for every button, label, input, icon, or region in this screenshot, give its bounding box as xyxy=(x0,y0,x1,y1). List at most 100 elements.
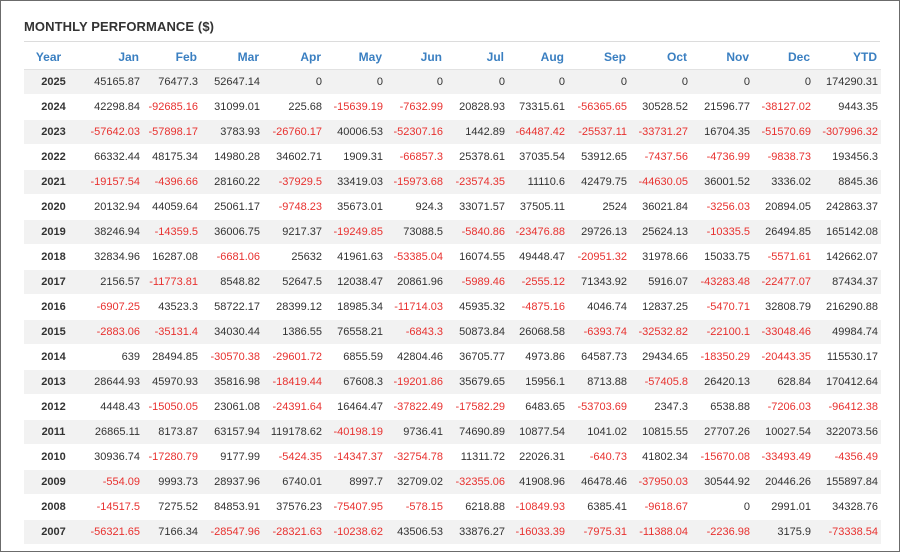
value-cell: -18350.29 xyxy=(691,344,753,370)
value-cell: -23574.35 xyxy=(446,169,508,195)
value-cell: 53912.65 xyxy=(568,144,630,170)
value-cell: 45970.93 xyxy=(143,369,201,395)
table-row: 2022 66332.44 48175.34 14980.28 34602.71 1909… xyxy=(24,144,881,170)
value-cell: 30544.92 xyxy=(691,469,753,495)
value-cell: -7206.03 xyxy=(753,394,814,420)
value-cell: 35673.01 xyxy=(325,194,386,220)
value-cell: -28321.63 xyxy=(263,519,325,544)
value-cell: 28937.96 xyxy=(201,469,263,495)
year-cell: 2022 xyxy=(24,144,73,170)
value-cell: -32754.78 xyxy=(386,444,446,470)
table-row: 2024 42298.84 -92685.16 31099.01 225.68 -1563… xyxy=(24,94,881,120)
year-cell: 2018 xyxy=(24,244,73,270)
value-cell: 155897.84 xyxy=(814,469,881,495)
value-cell: -9748.23 xyxy=(263,194,325,220)
value-cell: -15670.08 xyxy=(691,444,753,470)
value-cell: -66857.3 xyxy=(386,144,446,170)
value-cell: 16074.55 xyxy=(446,244,508,270)
value-cell: 216290.88 xyxy=(814,294,881,320)
value-cell: 12837.25 xyxy=(630,294,691,320)
value-cell: 6483.65 xyxy=(508,394,568,420)
value-cell: -92685.16 xyxy=(143,94,201,120)
value-cell: 7166.34 xyxy=(143,519,201,544)
table-row: 2025 45165.87 76477.3 52647.14 0 0 0 0 0 0 0 0 0 1742… xyxy=(24,69,881,95)
year-cell: 2016 xyxy=(24,294,73,320)
value-cell: 84853.91 xyxy=(201,494,263,520)
value-cell: -18419.44 xyxy=(263,369,325,395)
table-row: 2020 20132.94 44059.64 25061.17 -9748.23 3567… xyxy=(24,194,881,220)
value-cell: -17280.79 xyxy=(143,444,201,470)
value-cell: 16287.08 xyxy=(143,244,201,270)
value-cell: -53703.69 xyxy=(568,394,630,420)
value-cell: 43506.53 xyxy=(386,519,446,544)
value-cell: 40006.53 xyxy=(325,119,386,145)
value-cell: -2236.98 xyxy=(691,519,753,544)
value-cell: 1041.02 xyxy=(568,419,630,445)
value-cell: 193456.3 xyxy=(814,144,881,170)
value-cell: 66332.44 xyxy=(73,144,143,170)
value-cell: 2156.57 xyxy=(73,269,143,295)
value-cell: 21596.77 xyxy=(691,94,753,120)
value-cell: 76477.3 xyxy=(143,69,201,95)
value-cell: 45165.87 xyxy=(73,69,143,95)
column-header-year: Year xyxy=(24,44,73,70)
header-row: Year Jan Feb Mar Apr May Jun Jul Aug Sep Oct Nov Dec… xyxy=(24,44,881,70)
value-cell: 73315.61 xyxy=(508,94,568,120)
year-cell: 2012 xyxy=(24,394,73,420)
column-header-ytd: YTD xyxy=(814,44,881,70)
value-cell: 14980.28 xyxy=(201,144,263,170)
value-cell: -2883.06 xyxy=(73,319,143,345)
column-header-apr: Apr xyxy=(263,44,325,70)
value-cell: 58722.17 xyxy=(201,294,263,320)
value-cell: 1909.31 xyxy=(325,144,386,170)
value-cell: 32709.02 xyxy=(386,469,446,495)
value-cell: 34328.76 xyxy=(814,494,881,520)
value-cell: 4448.43 xyxy=(73,394,143,420)
table-row: 2017 2156.57 -11773.81 8548.82 52647.5 12038.… xyxy=(24,269,881,295)
value-cell: 33419.03 xyxy=(325,169,386,195)
value-cell: 73088.5 xyxy=(386,219,446,245)
value-cell: 64587.73 xyxy=(568,344,630,370)
value-cell: -44630.05 xyxy=(630,169,691,195)
table-row: 2008 -14517.5 7275.52 84853.91 37576.23 -7540… xyxy=(24,494,881,520)
value-cell: 42479.75 xyxy=(568,169,630,195)
value-cell: -24391.64 xyxy=(263,394,325,420)
value-cell: 45935.32 xyxy=(446,294,508,320)
value-cell: 20894.05 xyxy=(753,194,814,220)
value-cell: 20446.26 xyxy=(753,469,814,495)
value-cell: -29601.72 xyxy=(263,344,325,370)
value-cell: 12038.47 xyxy=(325,269,386,295)
column-header-may: May xyxy=(325,44,386,70)
value-cell: 9177.99 xyxy=(201,444,263,470)
value-cell: -33493.49 xyxy=(753,444,814,470)
value-cell: 8845.36 xyxy=(814,169,881,195)
value-cell: 8997.7 xyxy=(325,469,386,495)
value-cell: -64487.42 xyxy=(508,119,568,145)
value-cell: -38127.02 xyxy=(753,94,814,120)
year-cell: 2020 xyxy=(24,194,73,220)
value-cell: 2524 xyxy=(568,194,630,220)
value-cell: 25624.13 xyxy=(630,219,691,245)
value-cell: 25061.17 xyxy=(201,194,263,220)
value-cell: 67608.3 xyxy=(325,369,386,395)
value-cell: 33876.27 xyxy=(446,519,508,544)
value-cell: 32834.96 xyxy=(73,244,143,270)
value-cell: 10815.55 xyxy=(630,419,691,445)
value-cell: -73338.54 xyxy=(814,519,881,544)
value-cell: 38246.94 xyxy=(73,219,143,245)
value-cell: 49984.74 xyxy=(814,319,881,345)
value-cell: 30936.74 xyxy=(73,444,143,470)
value-cell: 30528.52 xyxy=(630,94,691,120)
value-cell: -26760.17 xyxy=(263,119,325,145)
value-cell: -33731.27 xyxy=(630,119,691,145)
value-cell: 242863.37 xyxy=(814,194,881,220)
value-cell: 0 xyxy=(691,494,753,520)
value-cell: 15033.75 xyxy=(691,244,753,270)
value-cell: -4396.66 xyxy=(143,169,201,195)
value-cell: 9217.37 xyxy=(263,219,325,245)
value-cell: 0 xyxy=(691,69,753,95)
value-cell: 37035.54 xyxy=(508,144,568,170)
value-cell: -56365.65 xyxy=(568,94,630,120)
table-row: 2019 38246.94 -14359.5 36006.75 9217.37 -1924… xyxy=(24,219,881,245)
value-cell: 36705.77 xyxy=(446,344,508,370)
